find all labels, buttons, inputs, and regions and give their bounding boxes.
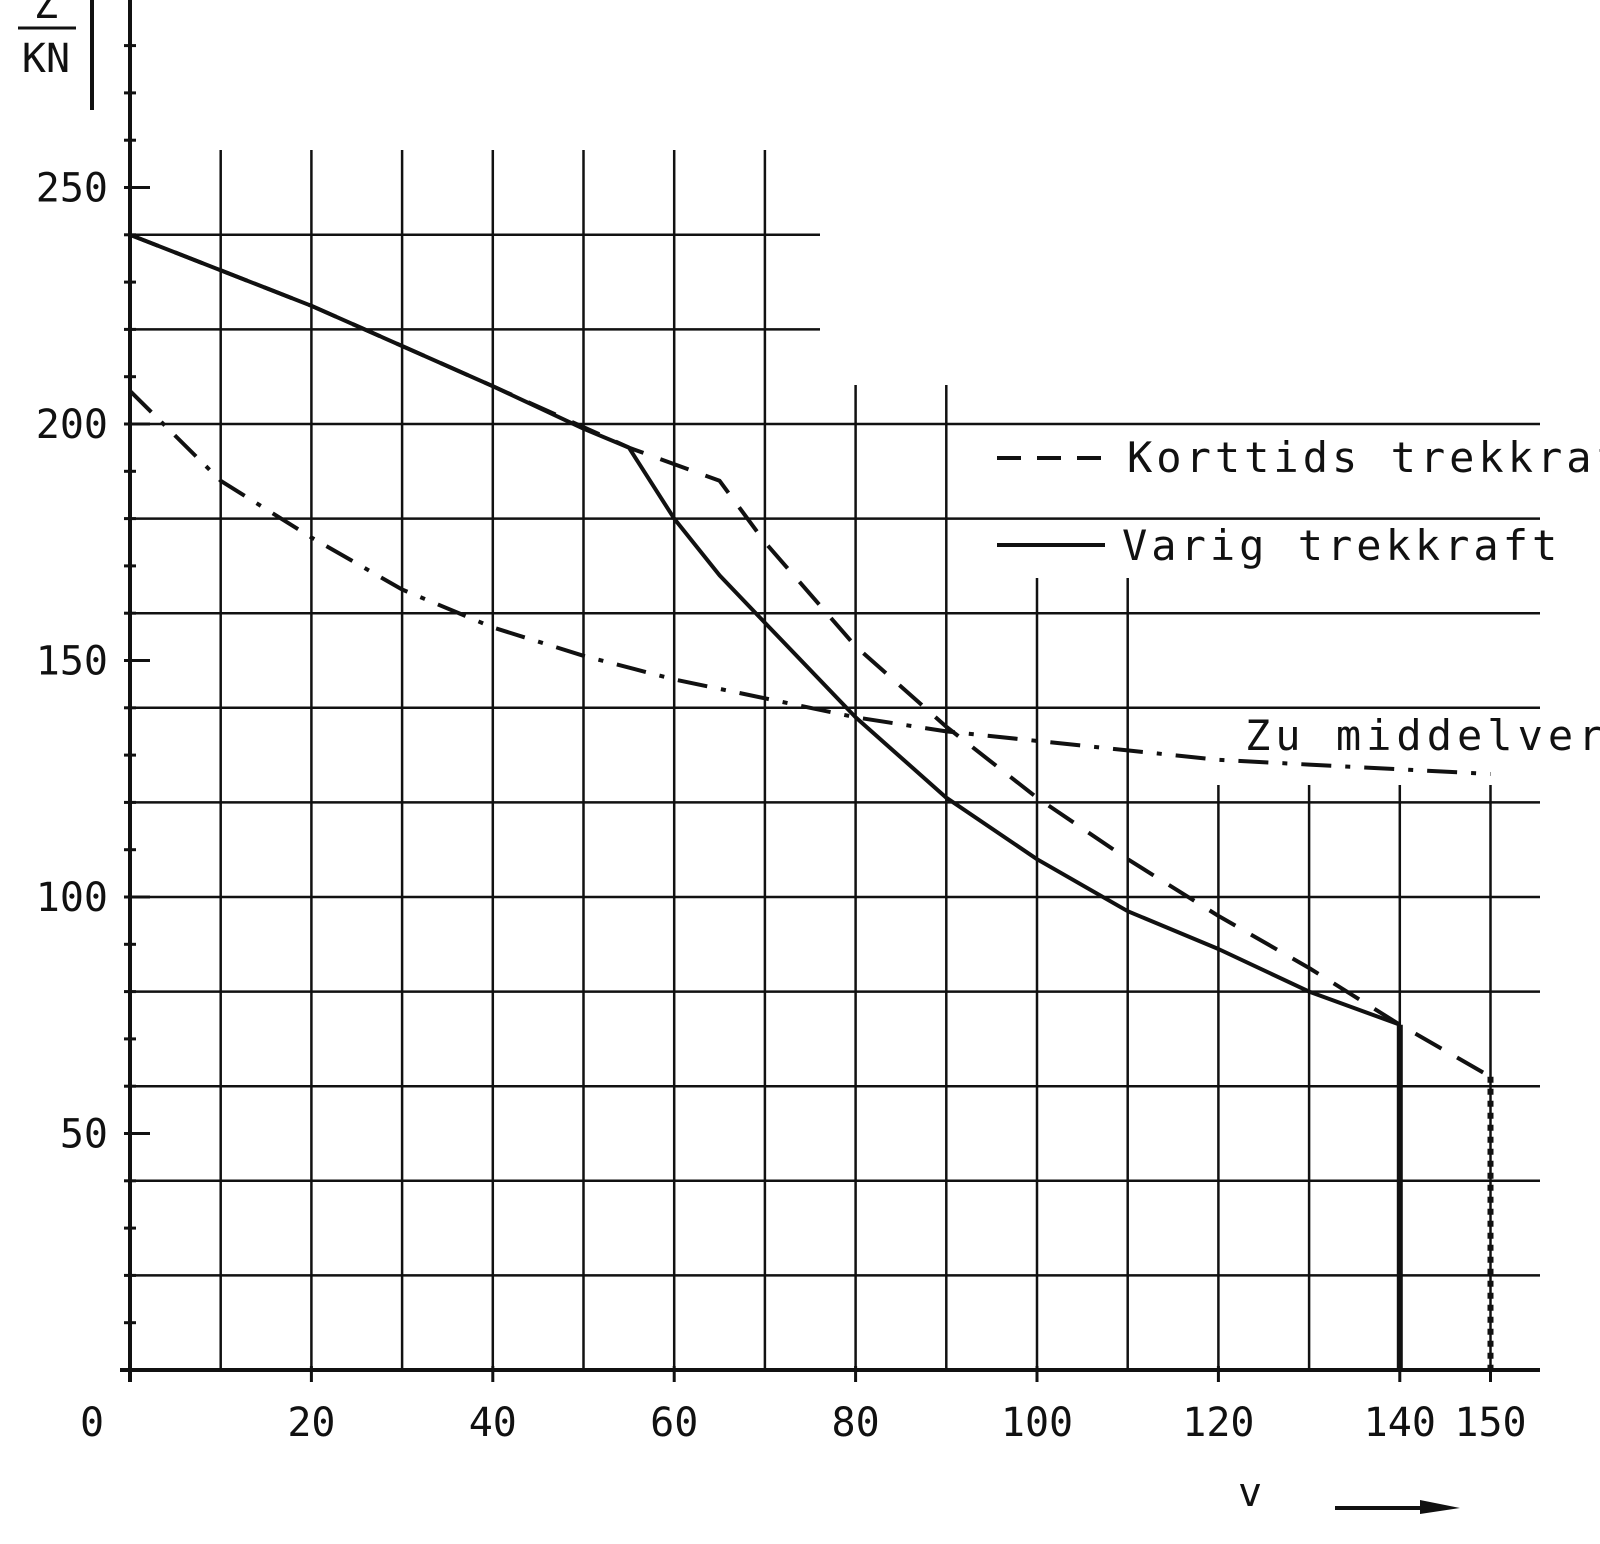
legend-label-varig: Varig trekkraft xyxy=(1122,521,1561,570)
y-axis-label: Z KN xyxy=(18,0,94,110)
x-tick-label-80: 80 xyxy=(832,1400,880,1446)
series-line-zu-middelverdi xyxy=(128,389,1491,776)
series-2-point-14 xyxy=(1399,769,1400,770)
series-line-varig-trekkraft xyxy=(129,232,1401,1027)
series-line-korttids-trekkraft xyxy=(129,232,1492,1079)
grid xyxy=(130,150,1540,1370)
x-tick-label-100: 100 xyxy=(1001,1400,1073,1446)
annotation-zu-middelverdi: Zu middelverdi xyxy=(1245,711,1600,760)
series-2-point-12 xyxy=(1218,759,1219,760)
y-axis-label-unit: KN xyxy=(22,36,70,82)
x-tick-label-140: 140 xyxy=(1364,1400,1436,1446)
y-tick-label-150: 150 xyxy=(36,639,108,685)
series-group xyxy=(128,232,1494,1370)
legend-label-korttids: Korttids trekkraft xyxy=(1127,433,1600,482)
y-tick-label-100: 100 xyxy=(36,875,108,921)
x-axis-label: v xyxy=(1238,1470,1460,1516)
x-tick-label-60: 60 xyxy=(650,1400,698,1446)
x-axis-label-v: v xyxy=(1238,1470,1262,1516)
y-tick-label-250: 250 xyxy=(36,166,108,212)
x-tick-label-40: 40 xyxy=(469,1400,517,1446)
axes: 50 100 150 200 250 0 20 40 60 80 100 120 140 150 xyxy=(36,0,1540,1446)
x-tick-label-20: 20 xyxy=(287,1400,335,1446)
y-tick-label-200: 200 xyxy=(36,402,108,448)
x-axis-arrow-head xyxy=(1420,1500,1460,1514)
y-tick-label-50: 50 xyxy=(60,1112,108,1158)
x-tick-label-120: 120 xyxy=(1182,1400,1254,1446)
legend: Korttids trekkraft Varig trekkraft xyxy=(997,433,1600,570)
x-tick-label-150: 150 xyxy=(1454,1400,1526,1446)
x-tick-label-0: 0 xyxy=(80,1400,104,1446)
y-axis-label-z: Z xyxy=(34,0,58,28)
